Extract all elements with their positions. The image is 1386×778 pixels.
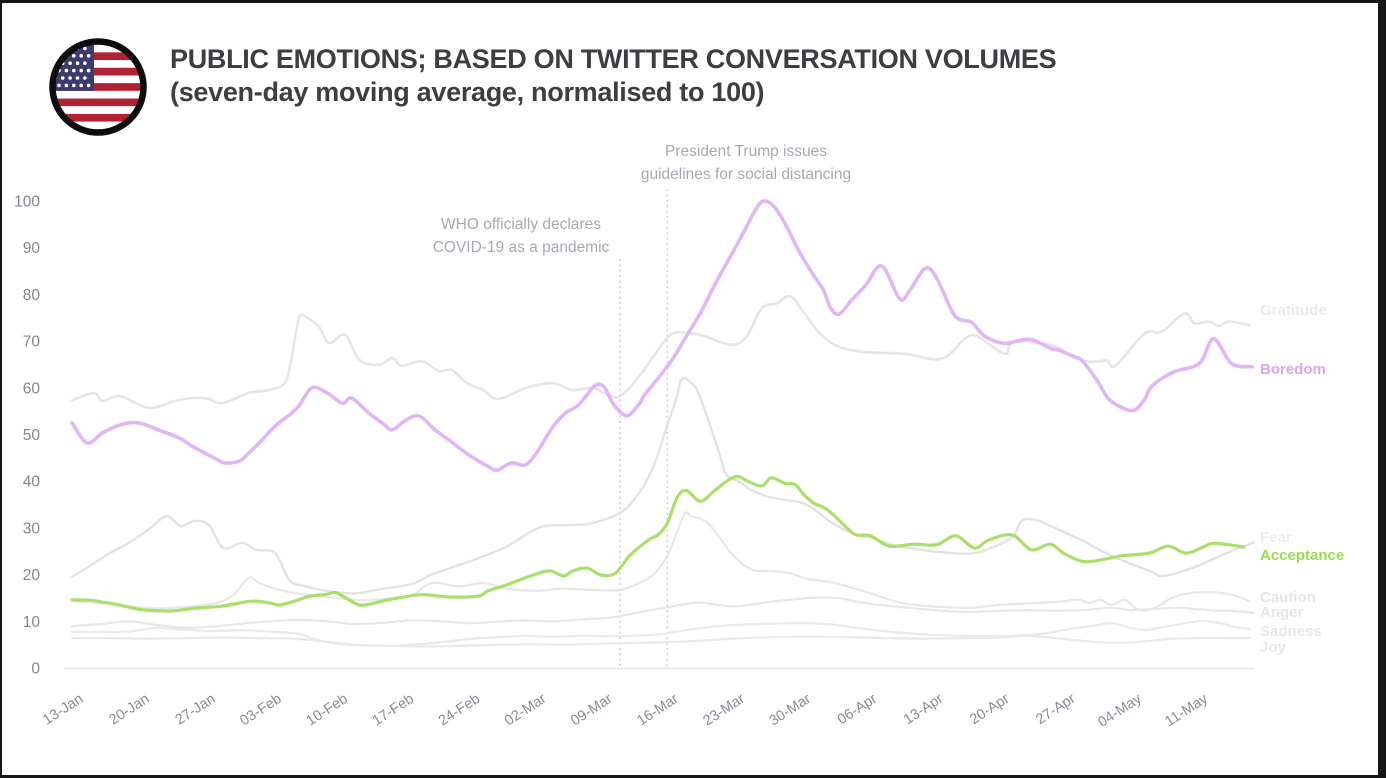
- series-line-fear: [70, 377, 1255, 595]
- series-label-sadness: Sadness: [1260, 623, 1322, 640]
- y-tick-label: 80: [23, 287, 41, 304]
- annotation-who: WHO officially declares COVID-19 as a pan…: [433, 216, 621, 668]
- y-tick-label: 100: [14, 194, 40, 211]
- x-tick-label: 23-Mar: [700, 691, 747, 730]
- us-flag-icon: [49, 38, 147, 136]
- x-tick-label: 10-Feb: [304, 691, 351, 729]
- y-tick-label: 70: [23, 334, 41, 351]
- annotation-text: WHO officially declares: [441, 216, 601, 233]
- x-tick-label: 27-Apr: [1033, 691, 1078, 728]
- series-line-anger: [70, 596, 1255, 629]
- x-tick-label: 20-Jan: [106, 691, 152, 729]
- y-tick-label: 30: [23, 520, 41, 537]
- series-label-fear: Fear: [1260, 529, 1292, 546]
- series-line-caution: [70, 511, 1251, 612]
- series-line-boredom: [70, 199, 1255, 472]
- x-tick-label: 13-Apr: [901, 691, 946, 728]
- series-line-gratitude: [70, 294, 1251, 410]
- series-line-joy: [70, 634, 1251, 648]
- chart-subtitle: (seven-day moving average, normalised to…: [170, 77, 765, 107]
- y-tick-label: 0: [31, 661, 40, 678]
- y-tick-label: 90: [23, 240, 41, 257]
- x-tick-label: 06-Apr: [835, 691, 880, 728]
- x-tick-label: 04-May: [1095, 691, 1145, 731]
- series-line-sadness: [70, 619, 1251, 648]
- y-tick-label: 60: [23, 380, 41, 397]
- annotation-trump: President Trump issues guidelines for soc…: [641, 143, 851, 668]
- series-label-joy: Joy: [1260, 639, 1287, 656]
- annotation-text: guidelines for social distancing: [641, 166, 851, 183]
- x-tick-label: 13-Jan: [40, 691, 86, 729]
- x-tick-label: 27-Jan: [173, 691, 219, 729]
- y-tick-label: 50: [23, 427, 41, 444]
- annotation-text: President Trump issues: [665, 143, 827, 160]
- x-tick-label: 24-Feb: [436, 691, 483, 729]
- x-tick-label: 11-May: [1162, 691, 1211, 731]
- emotions-line-chart: 0 10 20 30 40 50 60 70 80 90 100 13-Jan 20-Jan 27-Jan…: [14, 143, 1344, 731]
- y-tick-label: 40: [23, 474, 41, 491]
- x-tick-label: 16-Mar: [634, 691, 681, 730]
- series-label-gratitude: Gratitude: [1260, 302, 1327, 319]
- x-tick-label: 02-Mar: [502, 691, 549, 730]
- series-label-caution: Caution: [1260, 589, 1316, 606]
- y-tick-label: 10: [23, 614, 41, 631]
- chart-title: PUBLIC EMOTIONS; BASED ON TWITTER CONVER…: [170, 44, 1057, 74]
- series-label-anger: Anger: [1260, 604, 1304, 621]
- x-tick-label: 20-Apr: [967, 691, 1012, 728]
- x-tick-label: 17-Feb: [370, 691, 417, 729]
- x-tick-label: 03-Feb: [237, 691, 284, 729]
- series-label-acceptance: Acceptance: [1260, 547, 1344, 564]
- y-tick-label: 20: [23, 567, 41, 584]
- chart-header: PUBLIC EMOTIONS; BASED ON TWITTER CONVER…: [170, 43, 1057, 109]
- series-label-boredom: Boredom: [1260, 361, 1326, 378]
- x-tick-label: 09-Mar: [568, 691, 615, 730]
- x-tick-label: 30-Mar: [767, 691, 814, 730]
- annotation-text: COVID-19 as a pandemic: [433, 239, 610, 256]
- series-line-acceptance: [70, 474, 1246, 613]
